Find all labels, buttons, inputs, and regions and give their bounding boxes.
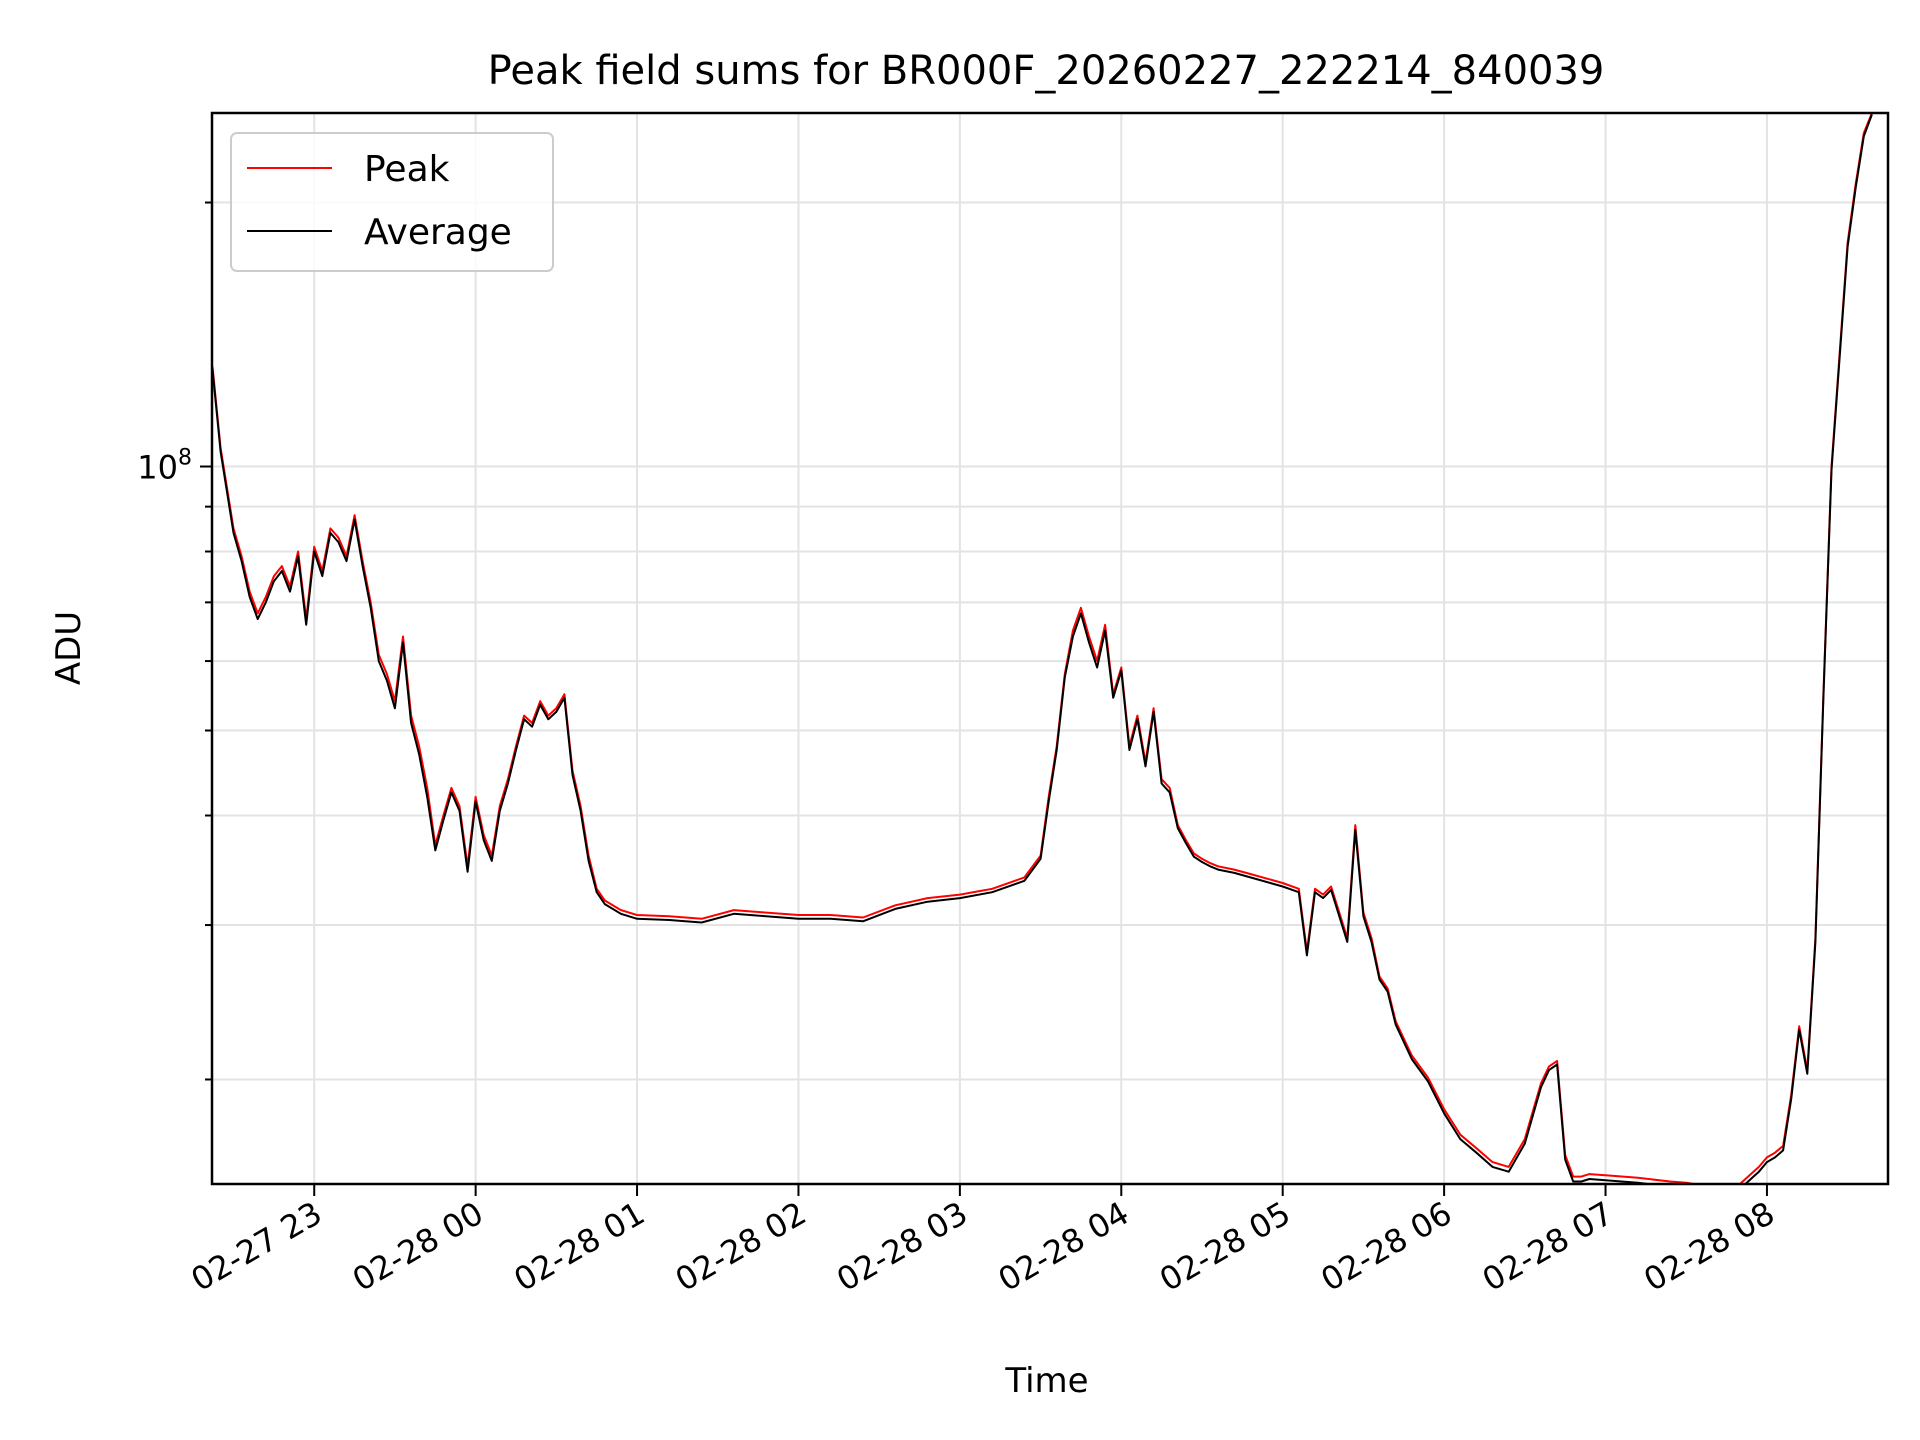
series-line-peak: [212, 113, 1873, 1184]
x-tick-label: 02-28 04: [992, 1194, 1136, 1299]
x-tick-label: 02-28 02: [669, 1194, 813, 1299]
series-line-average: [212, 114, 1873, 1184]
legend-label-average: Average: [364, 212, 512, 253]
x-axis-label: Time: [1004, 1361, 1088, 1401]
y-axis: 108: [137, 201, 212, 1081]
legend-label-peak: Peak: [364, 149, 450, 190]
y-axis-label: ADU: [49, 611, 89, 685]
x-tick-label: 02-28 08: [1637, 1194, 1781, 1299]
plot-frame: [210, 111, 1890, 1186]
grid-layer: [212, 113, 1888, 1184]
chart-title: Peak field sums for BR000F_20260227_2222…: [488, 48, 1605, 94]
x-tick-label: 02-28 07: [1476, 1194, 1620, 1299]
x-tick-label: 02-28 05: [1153, 1194, 1297, 1299]
x-tick-label: 02-27 23: [185, 1194, 329, 1299]
x-tick-label: 02-28 01: [507, 1194, 651, 1299]
y-tick-label: 108: [137, 446, 192, 487]
x-tick-label: 02-28 06: [1315, 1194, 1459, 1299]
x-axis: 02-27 23 02-28 00 02-28 01 02-28 02 02-28 03…: [185, 1184, 1781, 1299]
legend: Peak Average: [230, 132, 554, 272]
series-layer: [212, 113, 1873, 1184]
x-tick-label: 02-28 03: [830, 1194, 974, 1299]
x-tick-label: 02-28 00: [346, 1194, 490, 1299]
